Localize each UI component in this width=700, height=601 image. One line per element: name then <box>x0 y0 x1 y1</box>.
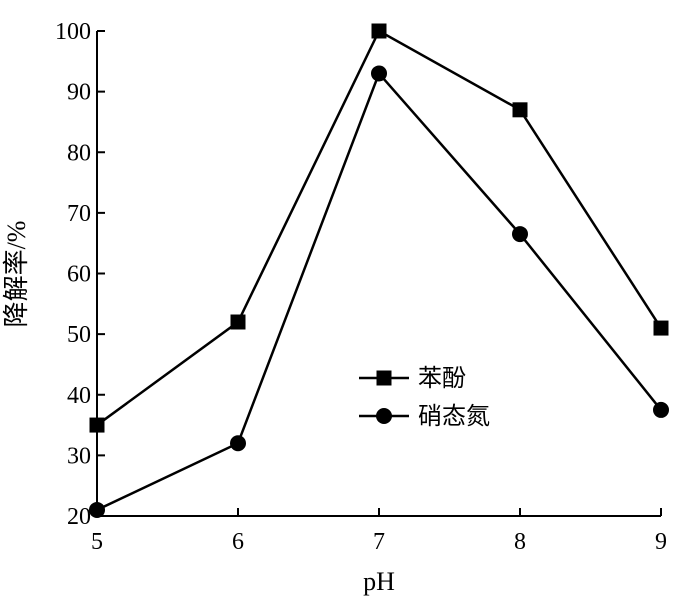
legend-item: 硝态氮 <box>359 402 490 430</box>
y-tick-label: 80 <box>67 140 91 166</box>
y-axis-title: 降解率/% <box>2 221 31 328</box>
series-0 <box>89 23 669 433</box>
y-axis-ticks: 20 30 40 50 60 70 80 90 100 <box>55 19 105 530</box>
series-layer <box>89 23 669 518</box>
data-point-circle <box>89 501 105 518</box>
data-point-circle <box>230 435 246 452</box>
data-point-square <box>89 417 105 433</box>
legend-marker-circle <box>376 408 392 424</box>
series-1 <box>89 65 669 518</box>
legend-label: 苯酚 <box>418 364 466 392</box>
x-tick-label: 6 <box>232 529 244 555</box>
x-axis-title: pH <box>363 567 395 596</box>
legend-item: 苯酚 <box>359 364 466 392</box>
series-line <box>96 71 662 512</box>
y-tick-label: 100 <box>55 19 91 45</box>
data-point-circle <box>512 226 528 243</box>
data-point-circle <box>371 65 387 82</box>
y-tick-label: 30 <box>67 443 91 469</box>
data-point-square <box>371 23 387 39</box>
data-point-square <box>230 314 246 330</box>
legend-marker-square <box>376 370 392 386</box>
data-point-square <box>512 102 528 118</box>
data-point-square <box>653 320 669 336</box>
y-tick-label: 60 <box>67 262 91 288</box>
y-tick-label: 90 <box>67 80 91 106</box>
y-tick-label: 50 <box>67 322 91 348</box>
y-tick-label: 40 <box>67 383 91 409</box>
series-line <box>96 29 663 427</box>
x-tick-label: 5 <box>91 529 103 555</box>
y-tick-label: 20 <box>67 504 91 530</box>
data-point-circle <box>653 401 669 418</box>
x-tick-label: 8 <box>514 529 526 555</box>
x-tick-label: 9 <box>655 529 667 555</box>
x-tick-label: 7 <box>373 529 385 555</box>
plot-area: 20 30 40 50 60 70 80 90 100 5 6 7 8 9 <box>55 19 669 555</box>
y-tick-label: 70 <box>67 201 91 227</box>
legend-label: 硝态氮 <box>418 402 490 430</box>
